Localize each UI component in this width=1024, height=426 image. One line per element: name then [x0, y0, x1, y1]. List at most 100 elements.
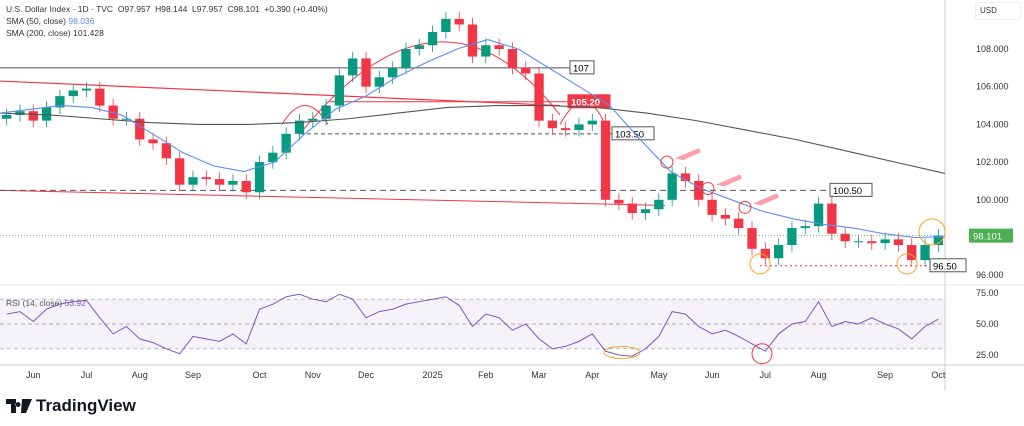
- candle-body: [201, 177, 211, 180]
- open-value: O97.957: [117, 4, 151, 14]
- candle-body: [494, 45, 504, 49]
- rsi-pane: [0, 285, 945, 365]
- candle-body: [587, 120, 597, 125]
- level-label: 100.50: [833, 186, 862, 197]
- candle-body: [734, 218, 744, 229]
- tradingview-logo-icon: [6, 399, 32, 413]
- candle-body: [308, 118, 318, 121]
- candle-body: [800, 226, 810, 229]
- tradingview-logo[interactable]: TradingView: [6, 396, 136, 416]
- x-tick-label: Sep: [877, 370, 893, 380]
- candle-body: [481, 45, 491, 57]
- level-label-box: [569, 60, 595, 75]
- x-tick-label: Mar: [531, 370, 547, 380]
- candle-body: [401, 49, 411, 68]
- candle-body: [387, 67, 398, 78]
- candle-body: [534, 73, 544, 121]
- candle-body: [654, 199, 664, 210]
- last-price-badge: [969, 228, 1013, 243]
- x-tick-label: Dec: [358, 370, 375, 380]
- last-price-label: 98.101: [973, 232, 1002, 243]
- x-tick-label: Oct: [931, 370, 946, 380]
- level-label-box: [567, 94, 611, 109]
- lower-high-circle: [660, 155, 674, 169]
- candle-body: [188, 177, 198, 185]
- level-label-box: [929, 258, 967, 273]
- low-value: L97.957: [192, 4, 223, 14]
- support-trendline: [0, 189, 666, 206]
- level-label: 105.20: [571, 97, 600, 108]
- rsi-y-tick-label: 50.00: [976, 319, 999, 329]
- candle-body: [361, 58, 371, 87]
- candle-body: [627, 203, 637, 213]
- candle-body: [374, 77, 384, 87]
- candle-body: [427, 32, 438, 46]
- candle-body: [348, 58, 358, 76]
- x-tick-label: Jul: [81, 370, 93, 380]
- pointer-arrow-icon: [753, 193, 779, 206]
- currency-button[interactable]: USD: [975, 2, 1021, 20]
- candle-body: [135, 118, 145, 140]
- candle-body: [414, 45, 424, 49]
- x-tick-label: Aug: [132, 370, 148, 380]
- candle-body: [268, 152, 278, 163]
- candle-body: [454, 18, 464, 25]
- candle-body: [214, 179, 225, 185]
- sma50-value: 98.036: [68, 16, 95, 26]
- candle-body: [867, 241, 877, 244]
- rsi-legend: RSI (14, close) 53.92: [6, 298, 86, 308]
- brand-name: TradingView: [36, 396, 136, 415]
- chart-legend: U.S. Dollar Index · 1D · TVC O97.957 H98…: [6, 3, 328, 39]
- close-value: C98.101: [227, 4, 260, 14]
- candle-body: [507, 49, 518, 68]
- rsi-y-tick-label: 25.00: [976, 350, 999, 360]
- rsi-y-tick-label: 75.00: [976, 288, 999, 298]
- level-label-box: [611, 126, 655, 141]
- candle-body: [574, 124, 584, 131]
- candle-body: [773, 245, 784, 259]
- candle-body: [521, 67, 531, 74]
- y-tick-label: 106.000: [976, 82, 1009, 92]
- x-tick-label: Aug: [811, 370, 827, 380]
- x-tick-label: May: [650, 370, 668, 380]
- candle-body: [55, 96, 65, 108]
- lower-high-circle: [701, 181, 715, 195]
- x-tick-label: Oct: [253, 370, 268, 380]
- candle-body: [81, 88, 92, 91]
- candle-body: [667, 173, 677, 200]
- candle-body: [228, 180, 238, 185]
- candle-body: [853, 241, 864, 243]
- candle-body: [28, 111, 38, 121]
- candle-body: [108, 105, 118, 119]
- candle-body: [720, 214, 731, 219]
- candle-body: [467, 24, 478, 57]
- candle-body: [254, 162, 265, 193]
- level-label-box: [829, 182, 873, 197]
- candle-body: [707, 199, 717, 215]
- candle-body: [694, 180, 704, 200]
- candle-body: [121, 118, 132, 120]
- candle-body: [813, 203, 824, 227]
- candle-body: [893, 239, 904, 246]
- candle-body: [294, 120, 305, 134]
- candle-body: [787, 228, 797, 246]
- highlight-circle: [749, 253, 771, 275]
- level-label: 103.50: [615, 129, 644, 140]
- candle-body: [827, 203, 837, 234]
- candle-body: [441, 18, 451, 33]
- y-tick-label: 102.000: [976, 157, 1009, 167]
- rsi-oversold-circle: [603, 346, 641, 360]
- sma50-line: [0, 38, 946, 239]
- highlight-circle: [918, 218, 946, 246]
- rsi-value: 53.92: [64, 298, 86, 308]
- lower-high-circle: [738, 200, 752, 214]
- candle-body: [747, 228, 757, 249]
- x-tick-label: Sep: [185, 370, 201, 380]
- y-tick-label: 100.000: [976, 195, 1009, 205]
- candle-body: [760, 248, 770, 259]
- candle-body: [640, 209, 651, 213]
- price-chart[interactable]: 108.000 106.000 104.000 102.000 100.000 96.00…: [0, 0, 1024, 390]
- symbol-label: U.S. Dollar Index · 1D · TVC: [6, 4, 114, 14]
- candle-body: [68, 90, 78, 97]
- candle-body: [547, 120, 558, 129]
